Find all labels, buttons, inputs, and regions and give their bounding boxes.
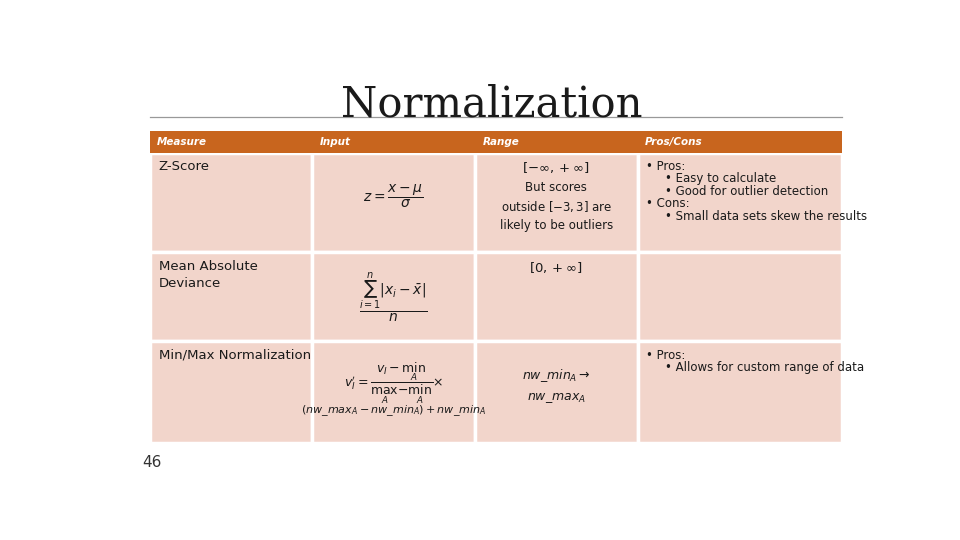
Text: $\dfrac{\sum_{i=1}^{n} |x_i - \bar{x}|}{n}$: $\dfrac{\sum_{i=1}^{n} |x_i - \bar{x}|}{… [359,270,428,323]
Bar [475,131,637,152]
Text: $[0, +\infty]$: $[0, +\infty]$ [529,260,583,275]
Bar [637,341,842,443]
Bar [312,131,475,152]
Text: But scores
outside $[-3,3]$ are
likely to be outliers: But scores outside $[-3,3]$ are likely t… [499,181,612,232]
Text: Measure: Measure [157,137,207,147]
Text: • Good for outlier detection: • Good for outlier detection [665,185,828,198]
Text: Input: Input [320,137,350,147]
Bar [312,152,475,252]
Bar [637,131,842,152]
Bar [475,252,637,341]
Text: • Pros:: • Pros: [646,349,685,362]
Bar [312,341,475,443]
Text: $(nw\_max_A - nw\_min_A) + nw\_min_A$: $(nw\_max_A - nw\_min_A) + nw\_min_A$ [301,403,487,418]
Text: Min/Max Normalization: Min/Max Normalization [158,349,311,362]
Text: Pros/Cons: Pros/Cons [645,137,703,147]
Bar [475,341,637,443]
Text: 46: 46 [142,455,161,470]
Text: • Pros:: • Pros: [646,160,685,173]
Text: • Easy to calculate: • Easy to calculate [665,172,777,186]
Text: Range: Range [483,137,519,147]
Text: • Allows for custom range of data: • Allows for custom range of data [665,361,864,374]
Text: Z-Score: Z-Score [158,160,209,173]
Bar [637,252,842,341]
Bar [150,252,312,341]
Text: • Small data sets skew the results: • Small data sets skew the results [665,210,867,223]
Text: $v_I' = \dfrac{v_I - \min_A}{\max_A - \min_A} \times$: $v_I' = \dfrac{v_I - \min_A}{\max_A - \m… [344,361,444,407]
Text: Normalization: Normalization [341,84,643,125]
Bar [475,152,637,252]
Text: Mean Absolute
Deviance: Mean Absolute Deviance [158,260,257,290]
Text: • Cons:: • Cons: [646,198,690,211]
Bar [637,152,842,252]
Text: $z = \dfrac{x-\mu}{\sigma}$: $z = \dfrac{x-\mu}{\sigma}$ [364,183,424,210]
Text: $nw\_min_A \rightarrow$
$nw\_max_A$: $nw\_min_A \rightarrow$ $nw\_max_A$ [522,367,590,405]
Bar [150,341,312,443]
Bar [150,131,312,152]
Bar [312,252,475,341]
Bar [150,152,312,252]
Text: $[-\infty, +\infty]$: $[-\infty, +\infty]$ [522,160,590,175]
